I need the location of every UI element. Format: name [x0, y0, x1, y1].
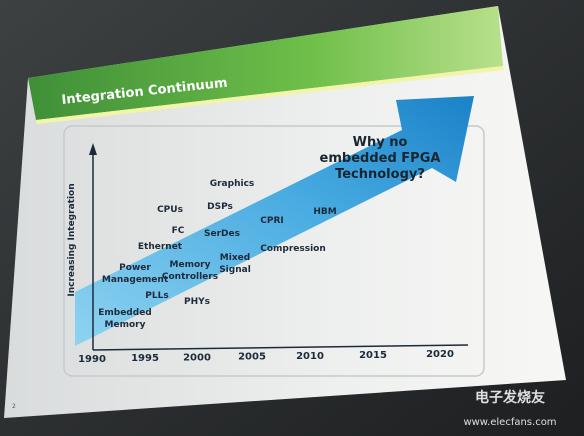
- x-axis: [92, 344, 469, 351]
- callout-line: embedded FPGA: [320, 151, 441, 166]
- year-label: 2010: [296, 351, 324, 362]
- content-frame: [63, 125, 485, 377]
- watermark-url: www.elecfans.com: [463, 417, 556, 428]
- milestone-label: Power: [119, 263, 151, 273]
- milestone-label: Management: [102, 275, 169, 285]
- milestone-label: Memory: [170, 260, 211, 270]
- milestone-label: SerDes: [204, 229, 240, 239]
- header-bar: [28, 6, 503, 120]
- milestone-label: Ethernet: [138, 242, 183, 252]
- callout-line: Technology?: [335, 167, 425, 182]
- milestone-label: DSPs: [207, 202, 233, 212]
- page-number: 2: [12, 403, 16, 410]
- year-label: 2020: [426, 349, 454, 360]
- y-axis-head: [89, 143, 97, 155]
- milestone-label: CPRI: [260, 216, 283, 226]
- header-rule: [36, 66, 504, 124]
- milestone-label: Embedded: [98, 308, 152, 318]
- milestone-label: Signal: [219, 265, 251, 275]
- year-label: 2000: [183, 352, 211, 363]
- milestone-label: FC: [172, 226, 185, 236]
- year-label: 1995: [131, 353, 159, 364]
- milestone-label: PHYs: [184, 297, 210, 307]
- year-label: 2005: [238, 352, 266, 363]
- milestone-label: PLLs: [145, 291, 168, 301]
- milestone-label: Graphics: [210, 179, 255, 189]
- milestone-label: Mixed: [220, 253, 250, 263]
- year-label: 2015: [359, 350, 387, 361]
- callout-line: Why no: [353, 135, 408, 150]
- y-axis-label: Increasing Integration: [67, 183, 77, 296]
- milestone-label: Compression: [260, 244, 326, 254]
- year-label: 1990: [78, 354, 106, 365]
- milestone-label: Controllers: [162, 272, 218, 282]
- milestone-label: Memory: [105, 320, 146, 330]
- milestone-label: CPUs: [157, 205, 183, 215]
- watermark-brand: 电子发烧友: [475, 389, 545, 406]
- milestone-label: HBM: [313, 207, 336, 217]
- arrow: [75, 96, 474, 346]
